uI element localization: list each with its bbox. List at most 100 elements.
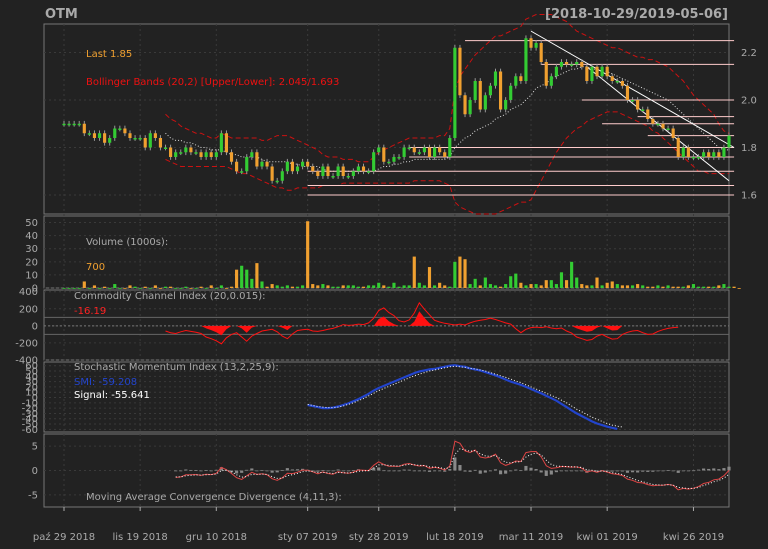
volume-bar — [346, 285, 350, 288]
macd-histogram-bar — [478, 470, 482, 474]
candle-body — [488, 85, 492, 96]
volume-bar — [372, 285, 376, 288]
candle-body — [108, 138, 112, 143]
volume-bar — [290, 286, 295, 288]
candle-body — [331, 176, 335, 178]
macd-histogram-bar — [224, 470, 229, 471]
candle-body — [600, 66, 604, 77]
volume-value: 700 — [86, 262, 105, 273]
volume-bar — [620, 285, 624, 288]
candle-body — [214, 152, 218, 157]
candle-body — [163, 147, 168, 149]
y-tick-label: 10 — [25, 270, 38, 281]
candle-body — [92, 133, 97, 138]
candle-body — [610, 76, 614, 81]
macd-histogram-bar — [250, 468, 254, 471]
macd-histogram-bar — [666, 470, 670, 471]
candle-body — [727, 135, 731, 148]
candle-body — [255, 152, 259, 167]
volume-bar — [270, 284, 274, 288]
x-tick-label: kwi 01 2019 — [577, 532, 638, 543]
macd-histogram-bar — [280, 470, 284, 471]
macd-histogram-bar — [625, 470, 630, 473]
candle-body — [686, 147, 690, 157]
candle-body — [372, 152, 376, 172]
y-tick-label: 0 — [32, 284, 38, 295]
macd-histogram-bar — [448, 469, 452, 471]
candle-body — [625, 85, 630, 100]
macd-histogram-bar — [529, 467, 533, 471]
volume-bar — [610, 281, 614, 288]
volume-bar — [82, 281, 86, 288]
candle-body — [306, 161, 310, 167]
volume-bar — [189, 288, 193, 289]
macd-histogram-bar — [245, 469, 249, 471]
candle-body — [448, 138, 452, 157]
candle-body — [356, 166, 361, 172]
volume-bar — [361, 286, 366, 288]
volume-bar — [651, 286, 655, 288]
x-tick-label: sty 28 2019 — [349, 532, 409, 543]
volume-bar — [580, 284, 584, 288]
volume-bar — [646, 286, 650, 288]
macd-histogram-bar — [691, 470, 696, 472]
volume-bar — [92, 285, 97, 288]
volume-bar — [260, 281, 264, 288]
volume-bar — [174, 288, 178, 289]
volume-bar — [691, 284, 696, 288]
volume-bar — [377, 282, 381, 288]
candle-body — [519, 76, 523, 81]
volume-bar — [336, 286, 340, 288]
y-tick-label: 200 — [19, 304, 38, 315]
candle-body — [620, 81, 624, 86]
candle-body — [570, 64, 574, 66]
macd-histogram-bar — [534, 469, 538, 471]
volume-bar — [483, 277, 487, 288]
candle-body — [377, 147, 381, 153]
candle-body — [235, 161, 239, 172]
panel-frame-2 — [43, 289, 730, 361]
candle-body — [707, 152, 711, 157]
candle-body — [666, 128, 670, 130]
candle-body — [432, 147, 437, 157]
candle-body — [427, 147, 432, 157]
candle-body — [473, 81, 477, 100]
macd-histogram-bar — [696, 469, 701, 471]
volume-bar — [367, 285, 371, 288]
macd-histogram-bar — [539, 470, 543, 473]
candle-body — [184, 147, 188, 153]
volume-bar — [737, 288, 741, 289]
volume-bar — [275, 285, 279, 288]
volume-bar — [143, 286, 147, 288]
volume-bar — [676, 286, 680, 288]
macd-histogram-bar — [316, 470, 320, 472]
x-tick-label: sty 07 2019 — [278, 532, 338, 543]
y-tick-label: 400 — [19, 287, 38, 298]
volume-bar — [686, 285, 690, 288]
volume-bar — [331, 286, 335, 288]
candle-body — [326, 166, 330, 176]
candle-body — [615, 81, 619, 83]
candle-body — [387, 161, 391, 164]
macd-line — [175, 440, 730, 491]
candle-body — [97, 133, 102, 138]
x-tick-label: paź 29 2018 — [33, 531, 95, 543]
candle-body — [367, 171, 371, 173]
volume-bar — [306, 221, 310, 288]
macd-histogram-bar — [580, 470, 584, 472]
candle-body — [153, 133, 157, 138]
macd-histogram-bar — [427, 470, 432, 472]
macd-histogram-bar — [707, 468, 711, 471]
volume-bar — [641, 285, 645, 288]
candle-body — [72, 123, 76, 126]
volume-bar — [549, 280, 553, 288]
candle-body — [412, 147, 416, 153]
candle-body — [346, 176, 350, 178]
cci-title: Commodity Channel Index (20,0.015): — [74, 291, 266, 302]
candle-body — [438, 147, 442, 153]
macd-histogram-bar — [570, 470, 574, 472]
volume-bar — [544, 280, 548, 288]
candle-body — [199, 152, 203, 157]
volume-bar — [392, 282, 396, 288]
